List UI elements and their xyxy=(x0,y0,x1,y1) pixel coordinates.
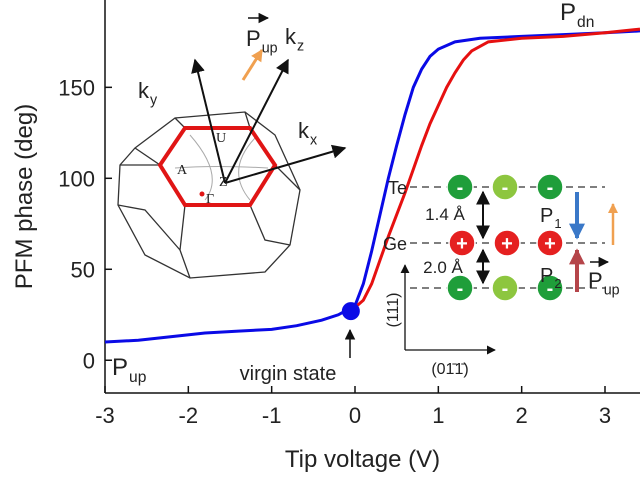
charge-label: - xyxy=(502,177,509,199)
p-dn-label: P xyxy=(560,0,576,26)
spacing-label: 1.4 Å xyxy=(425,205,465,224)
p-dn-label-sub: dn xyxy=(577,14,594,31)
x-tick-label: -3 xyxy=(95,403,115,428)
y-tick-label: 150 xyxy=(58,75,95,100)
y-tick-label: 50 xyxy=(71,257,95,282)
charge-label: + xyxy=(501,233,513,255)
x-tick-label: 0 xyxy=(349,403,361,428)
p2-label: P xyxy=(540,265,553,287)
p2-label-sub: 2 xyxy=(554,276,561,291)
y-tick-label: 0 xyxy=(83,348,95,373)
kz-label: k xyxy=(285,24,297,49)
x-axis-label: Tip voltage (V) xyxy=(285,446,440,473)
bz-point-label: Γ xyxy=(206,192,214,207)
p-up-vector-label-sub: up xyxy=(262,41,278,57)
x-tick-label: 1 xyxy=(432,403,444,428)
layer-label: Te xyxy=(388,178,407,198)
kz-label-sub: z xyxy=(297,39,304,55)
bz-point-label: A xyxy=(177,163,188,178)
charge-label: - xyxy=(457,278,464,300)
charge-label: - xyxy=(547,278,554,300)
bz-point-label: Z xyxy=(219,175,228,190)
x-tick-label: -1 xyxy=(262,403,282,428)
kx-label: k xyxy=(298,118,310,143)
p-up-label: P xyxy=(112,354,128,381)
x-tick-label: 2 xyxy=(516,403,528,428)
x-tick-label: -2 xyxy=(179,403,199,428)
p-up-label-sub: up xyxy=(129,369,147,386)
data-line xyxy=(349,27,640,313)
charge-label: - xyxy=(547,177,554,199)
layer-label: Ge xyxy=(383,234,407,254)
inset-layout xyxy=(117,12,618,358)
charge-label: + xyxy=(456,233,468,255)
p-up-vector-label: P xyxy=(246,26,261,51)
p1-label: P xyxy=(540,205,553,227)
p1-label-sub: 1 xyxy=(554,216,561,231)
ky-label: k xyxy=(138,78,150,103)
y-tick-label: 100 xyxy=(58,166,95,191)
spacing-label: 2.0 Å xyxy=(423,258,463,277)
p-up-vector-label: P xyxy=(588,268,603,293)
direction-label: (111) xyxy=(385,293,402,328)
p-up-vector-label-sub: up xyxy=(604,283,620,299)
x-tick-label: 3 xyxy=(599,403,611,428)
charge-label: + xyxy=(544,233,556,255)
bz-point-label: U xyxy=(216,131,226,146)
virgin-label: virgin state xyxy=(240,363,337,385)
charge-label: - xyxy=(457,177,464,199)
kx-label-sub: x xyxy=(310,133,317,149)
virgin-point xyxy=(341,302,360,321)
charge-label: - xyxy=(502,278,509,300)
data-line xyxy=(104,29,640,344)
direction-label: (01̄1̄) xyxy=(431,361,468,378)
ky-label-sub: y xyxy=(150,93,158,109)
y-axis-label: PFM phase (deg) xyxy=(11,104,38,289)
